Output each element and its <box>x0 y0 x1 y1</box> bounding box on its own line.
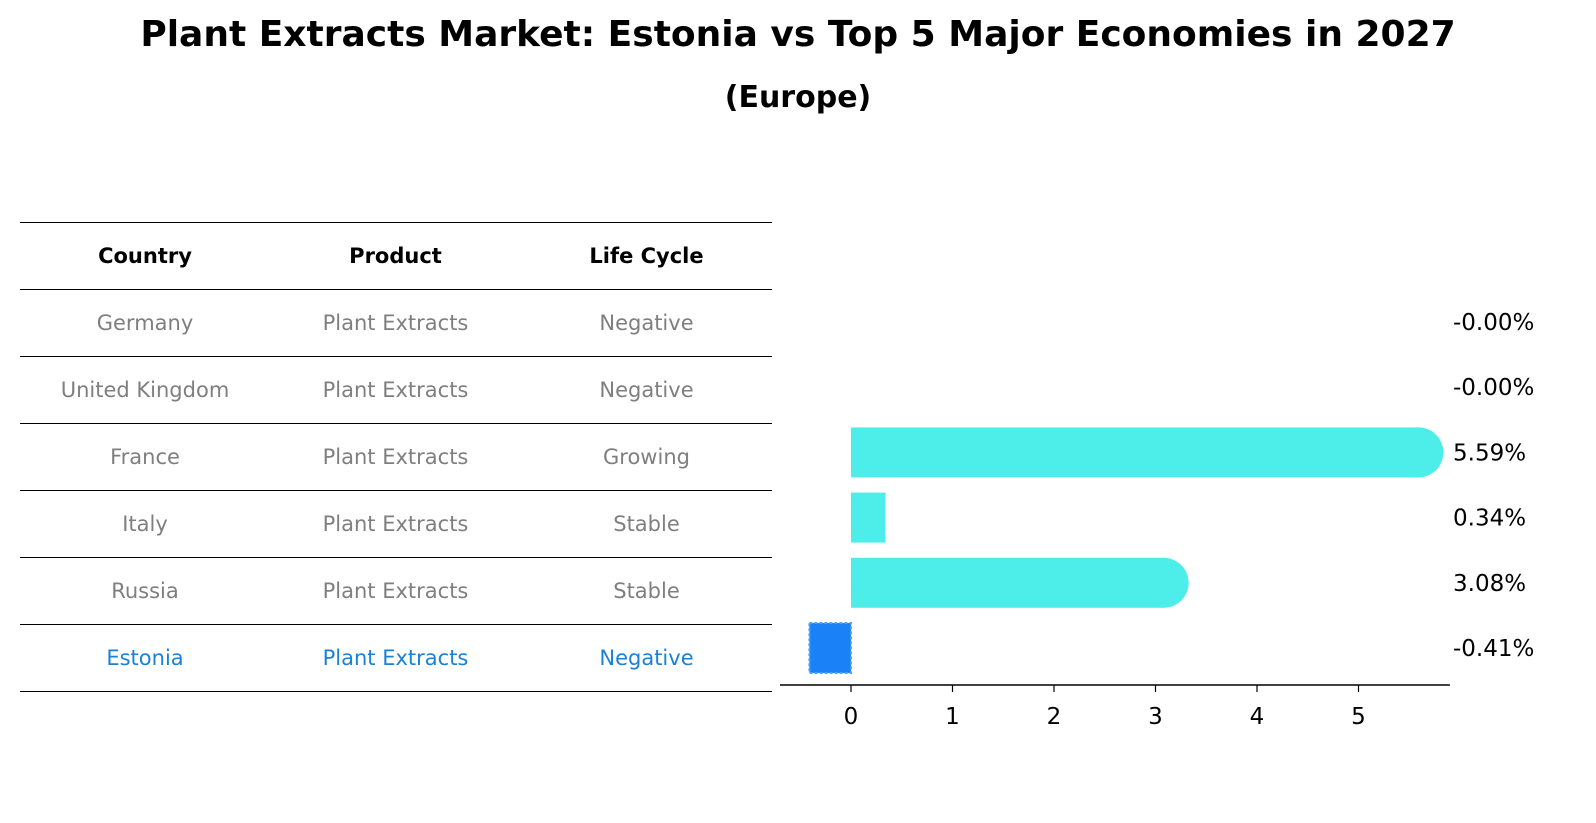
cell-country: Germany <box>20 289 270 357</box>
x-tick-label: 1 <box>945 704 960 730</box>
cell-product: Plant Extracts <box>270 289 521 357</box>
table-header-row: Country Product Life Cycle <box>20 222 772 290</box>
bar-end-cap <box>1138 557 1189 608</box>
cell-life-cycle: Negative <box>521 356 772 424</box>
table-row: Russia Plant Extracts Stable <box>20 557 772 625</box>
header-country: Country <box>20 222 270 290</box>
x-tick-label: 3 <box>1148 704 1163 730</box>
cell-life-cycle: Stable <box>521 490 772 558</box>
x-tick-label: 2 <box>1047 704 1062 730</box>
table-row: Germany Plant Extracts Negative <box>20 289 772 357</box>
table-row: France Plant Extracts Growing <box>20 423 772 491</box>
bar-chart: -0.00% -0.00% 5.59% 0.34% 3.08% -0.41% 0 1 2 3 4 5 <box>780 310 1534 730</box>
x-tick-label: 0 <box>844 704 859 730</box>
value-label: -0.41% <box>1453 636 1534 662</box>
value-label: 5.59% <box>1453 440 1526 466</box>
cell-product: Plant Extracts <box>270 356 521 424</box>
value-label: 3.08% <box>1453 571 1526 597</box>
chart-title: Plant Extracts Market: Estonia vs Top 5 … <box>140 14 1456 55</box>
x-tick-label: 4 <box>1250 704 1265 730</box>
cell-country: United Kingdom <box>20 356 270 424</box>
data-table: Country Product Life Cycle Germany Plant… <box>20 222 772 692</box>
cell-life-cycle: Negative <box>521 289 772 357</box>
cell-country: Estonia <box>20 624 270 692</box>
cell-life-cycle: Growing <box>521 423 772 491</box>
cell-country: Russia <box>20 557 270 625</box>
bar-italy <box>851 492 886 543</box>
value-label: 0.34% <box>1453 506 1526 532</box>
bar-end-cap <box>1393 427 1444 478</box>
cell-life-cycle: Stable <box>521 557 772 625</box>
cell-country: Italy <box>20 490 270 558</box>
table-row: United Kingdom Plant Extracts Negative <box>20 356 772 424</box>
header-life-cycle: Life Cycle <box>521 222 772 290</box>
x-ticks-layer: 0 1 2 3 4 5 <box>844 685 1366 730</box>
header-product: Product <box>270 222 521 290</box>
bar-france <box>851 427 1419 478</box>
cell-life-cycle: Negative <box>521 624 772 692</box>
table-row: Italy Plant Extracts Stable <box>20 490 772 558</box>
table-row-highlight: Estonia Plant Extracts Negative <box>20 624 772 692</box>
cell-product: Plant Extracts <box>270 423 521 491</box>
cell-product: Plant Extracts <box>270 557 521 625</box>
bar-russia <box>851 557 1164 608</box>
value-labels-layer: -0.00% -0.00% 5.59% 0.34% 3.08% -0.41% <box>1453 310 1534 662</box>
cell-product: Plant Extracts <box>270 624 521 692</box>
cell-product: Plant Extracts <box>270 490 521 558</box>
cell-country: France <box>20 423 270 491</box>
value-label: -0.00% <box>1453 310 1534 336</box>
bars-layer <box>808 427 1444 674</box>
bar-estonia <box>808 622 853 674</box>
value-label: -0.00% <box>1453 375 1534 401</box>
chart-subtitle: (Europe) <box>724 80 872 115</box>
x-tick-label: 5 <box>1351 704 1366 730</box>
